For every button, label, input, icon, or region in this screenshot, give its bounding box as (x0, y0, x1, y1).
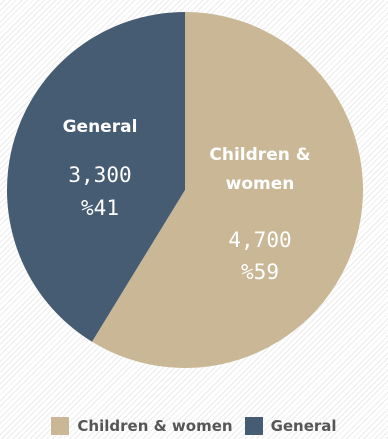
legend-swatch-children-women (51, 417, 70, 435)
legend-item-general: General (244, 417, 337, 435)
slice-value-general: 3,300 (68, 163, 131, 187)
pie-chart: Children & women 4,700 %59 General 3,300 %41 (6, 12, 364, 369)
slice-percent-children-women: %59 (241, 260, 279, 284)
slice-value-children-women: 4,700 (228, 228, 291, 252)
legend-label-general: General (270, 417, 337, 435)
slice-percent-general: %41 (81, 196, 119, 220)
slice-label-children-women: women (226, 174, 295, 194)
legend-swatch-general (244, 417, 263, 435)
legend-label-children-women: Children & women (77, 417, 233, 435)
slice-label-general: General (63, 117, 138, 137)
slice-label-children-women: Children & (209, 145, 310, 165)
legend-item-children-women: Children & women (51, 417, 233, 435)
chart-legend: Children & women General (0, 414, 388, 438)
pie-slice-children-women (91, 12, 364, 369)
pie-slice-general (6, 12, 185, 342)
